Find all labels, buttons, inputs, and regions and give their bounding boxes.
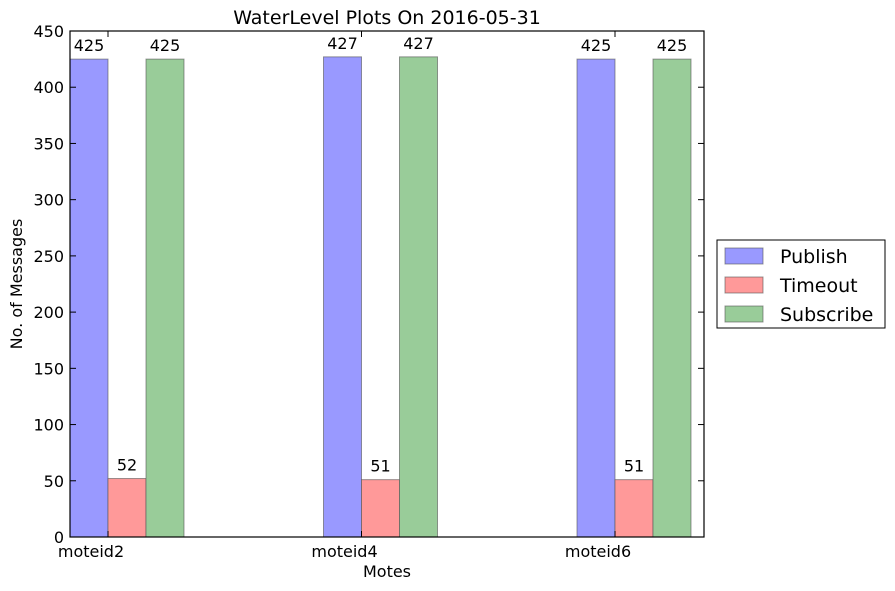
- value-label-publish-moteid4: 427: [327, 34, 358, 53]
- bar-subscribe-moteid4: [399, 56, 438, 538]
- y-tick-label-300: 300: [33, 191, 64, 210]
- value-label-publish-moteid2: 425: [74, 36, 105, 55]
- y-tick-label-400: 400: [33, 78, 64, 97]
- y-tick-label-200: 200: [33, 303, 64, 322]
- bar-publish-moteid2: [69, 58, 109, 538]
- value-label-subscribe-moteid4: 427: [403, 34, 434, 53]
- bar-timeout-moteid6: [614, 479, 654, 538]
- legend-swatch-publish: [724, 247, 764, 265]
- chart-title: WaterLevel Plots On 2016-05-31: [233, 7, 541, 29]
- bar-timeout-moteid2: [107, 478, 147, 538]
- x-tick-label-moteid6: moteid6: [565, 542, 631, 561]
- bar-publish-moteid4: [323, 56, 362, 538]
- y-tick-label-450: 450: [33, 22, 64, 41]
- plot-frame: [69, 30, 705, 538]
- legend-label-subscribe: Subscribe: [780, 304, 873, 326]
- value-label-publish-moteid6: 425: [581, 36, 612, 55]
- legend-swatch-timeout: [724, 276, 764, 294]
- y-axis-title: No. of Messages: [7, 219, 26, 350]
- y-tick-label-50: 50: [44, 472, 64, 491]
- x-tick-label-moteid2: moteid2: [58, 542, 124, 561]
- y-tick-label-150: 150: [33, 359, 64, 378]
- value-label-timeout-moteid2: 52: [117, 456, 137, 475]
- bar-timeout-moteid4: [361, 479, 400, 538]
- value-label-timeout-moteid4: 51: [370, 457, 390, 476]
- y-tick-label-0: 0: [54, 528, 64, 547]
- value-label-timeout-moteid6: 51: [624, 457, 644, 476]
- value-label-subscribe-moteid6: 425: [657, 36, 688, 55]
- x-tick-label-moteid4: moteid4: [311, 542, 377, 561]
- x-axis-title: Motes: [363, 562, 411, 581]
- y-tick-label-100: 100: [33, 416, 64, 435]
- value-label-subscribe-moteid2: 425: [150, 36, 181, 55]
- y-tick-label-350: 350: [33, 134, 64, 153]
- bar-publish-moteid6: [576, 58, 616, 538]
- legend-label-publish: Publish: [780, 246, 848, 268]
- bar-subscribe-moteid2: [145, 58, 185, 538]
- bar-subscribe-moteid6: [652, 58, 692, 538]
- y-tick-label-250: 250: [33, 247, 64, 266]
- legend-label-timeout: Timeout: [779, 275, 858, 297]
- legend-swatch-subscribe: [724, 305, 764, 323]
